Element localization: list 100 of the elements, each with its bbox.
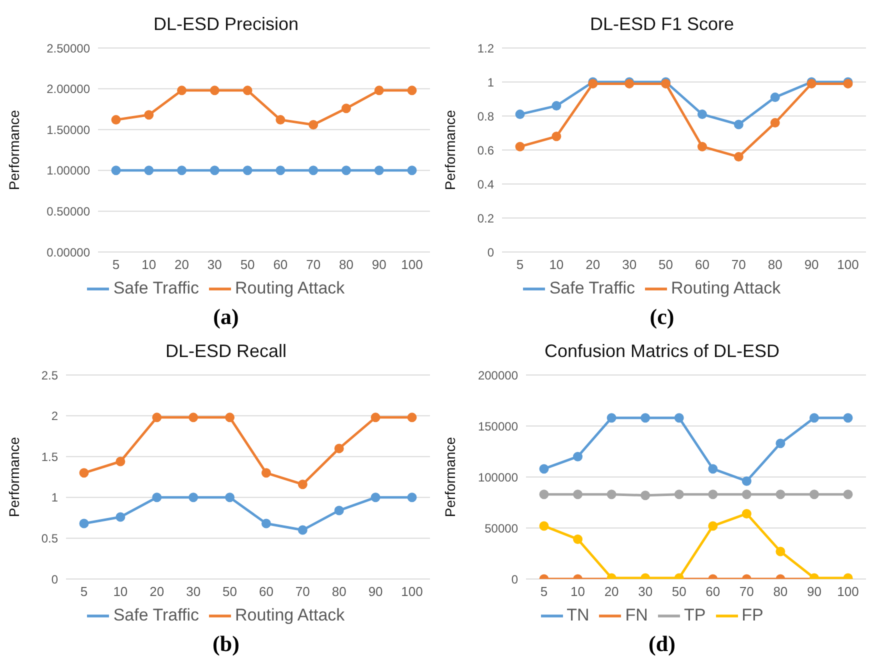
- legend-label: Routing Attack: [235, 605, 345, 624]
- point: [341, 104, 351, 114]
- point: [370, 492, 380, 502]
- point: [606, 413, 616, 423]
- point: [742, 508, 752, 518]
- y-tick-label: 0.4: [477, 177, 494, 192]
- text: (d): [648, 631, 676, 657]
- chart-title: DL-ESD F1 Score: [588, 13, 736, 36]
- x-tick-label: 10: [113, 584, 128, 600]
- y-tick-label: 2.5: [41, 368, 58, 382]
- point: [152, 492, 162, 502]
- x-tick-label: 10: [549, 257, 564, 272]
- x-tick-label: 50: [222, 584, 238, 600]
- y-tick-label: 0: [487, 245, 494, 260]
- point: [843, 490, 853, 500]
- x-tick-label: 10: [142, 257, 156, 272]
- x-tick-label: 20: [586, 257, 600, 272]
- point: [144, 110, 154, 120]
- x-tick-label: 5: [540, 584, 548, 600]
- point: [341, 166, 351, 176]
- y-tick-label: 2.00000: [46, 82, 90, 96]
- x-tick-label: 60: [694, 257, 710, 272]
- x-tick-label: 70: [739, 584, 754, 600]
- y-tick-label: 2: [51, 409, 58, 424]
- y-tick-label: 0.5: [41, 531, 58, 546]
- y-axis-title: Performance: [6, 436, 22, 518]
- point: [144, 166, 154, 176]
- point: [809, 413, 819, 423]
- point: [734, 152, 744, 162]
- y-tick-label: 0.8: [477, 109, 494, 124]
- legend-label: TN: [566, 605, 590, 624]
- point: [407, 166, 417, 176]
- x-tick-label: 100: [401, 257, 423, 272]
- point: [697, 142, 707, 152]
- legend-label: FP: [742, 605, 764, 624]
- point: [188, 492, 198, 502]
- legend-label: Safe Traffic: [113, 605, 200, 624]
- legend-label: FN: [625, 605, 648, 624]
- legend-label: Safe Traffic: [113, 278, 200, 298]
- point: [697, 110, 707, 120]
- y-tick-label: 2.50000: [46, 41, 90, 56]
- point: [261, 518, 271, 528]
- x-tick-label: 70: [295, 584, 310, 600]
- y-tick-label: 0.50000: [46, 204, 90, 218]
- chart-title: DL-ESD Precision: [152, 13, 300, 36]
- point: [225, 492, 235, 502]
- point: [242, 86, 252, 96]
- y-tick-label: 0.00000: [46, 245, 90, 260]
- point: [407, 86, 417, 96]
- legend-label: TP: [684, 605, 706, 624]
- y-tick-label: 100000: [478, 470, 518, 484]
- y-tick-label: 150000: [478, 419, 518, 434]
- point: [308, 166, 318, 176]
- point: [776, 546, 786, 556]
- y-tick-label: 0.6: [477, 143, 494, 158]
- x-tick-label: 70: [731, 257, 746, 272]
- point: [276, 166, 286, 176]
- y-tick-label: 1.50000: [46, 122, 90, 137]
- point: [770, 118, 780, 128]
- point: [539, 464, 549, 474]
- point: [177, 166, 187, 176]
- y-tick-label: 1: [487, 75, 494, 90]
- x-tick-label: 60: [258, 584, 274, 600]
- x-tick-label: 10: [570, 584, 586, 600]
- point: [370, 412, 380, 422]
- y-tick-label: 0.2: [477, 211, 494, 226]
- point: [334, 444, 344, 454]
- x-tick-label: 50: [240, 257, 255, 272]
- text: (a): [212, 304, 240, 330]
- y-tick-label: 1.2: [477, 41, 494, 56]
- point: [708, 490, 718, 500]
- point: [242, 166, 252, 176]
- point: [539, 521, 549, 531]
- point: [708, 464, 718, 474]
- point: [116, 456, 126, 466]
- y-axis-title: Performance: [442, 110, 458, 190]
- point: [515, 110, 525, 120]
- point: [111, 115, 121, 125]
- x-tick-label: 90: [806, 584, 822, 600]
- text: (b): [212, 631, 240, 657]
- x-tick-label: 60: [273, 257, 288, 272]
- point: [111, 166, 121, 176]
- legend-label: Safe Traffic: [549, 278, 636, 298]
- y-tick-label: 0: [511, 572, 518, 586]
- x-tick-label: 80: [773, 584, 788, 600]
- x-tick-label: 20: [150, 584, 164, 600]
- y-axis-title: Performance: [442, 436, 458, 518]
- point: [515, 142, 525, 152]
- x-tick-label: 50: [672, 584, 686, 600]
- point: [374, 166, 384, 176]
- y-tick-label: 1.5: [41, 450, 58, 464]
- point: [640, 413, 650, 423]
- x-tick-label: 90: [372, 257, 386, 272]
- point: [298, 480, 308, 490]
- point: [843, 413, 853, 423]
- point: [308, 120, 318, 130]
- x-tick-label: 5: [80, 584, 88, 600]
- x-tick-label: 20: [604, 584, 619, 600]
- point: [334, 506, 344, 516]
- x-tick-label: 50: [658, 257, 674, 272]
